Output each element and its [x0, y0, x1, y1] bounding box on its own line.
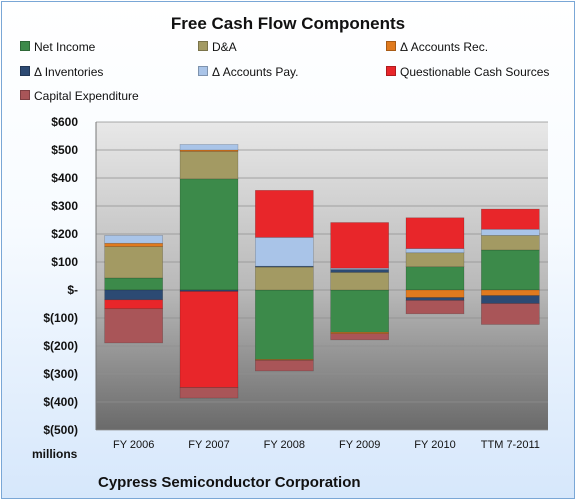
- bar-segment: [104, 235, 163, 244]
- bar-segment: [481, 303, 540, 325]
- bar-segment: [179, 144, 239, 151]
- bar-segment: [104, 308, 163, 344]
- bar-segment: [405, 252, 465, 268]
- bar-segment: [179, 387, 239, 399]
- legend-swatch: [386, 41, 396, 51]
- bar-segment: [255, 237, 314, 267]
- legend-label: Δ Accounts Rec.: [400, 40, 489, 54]
- legend: Net Income D&A Δ Accounts Rec. Δ Inventorie…: [2, 2, 578, 112]
- legend-label: Net Income: [34, 40, 96, 54]
- bar-segment: [405, 217, 465, 249]
- bar-segment: [330, 289, 389, 333]
- bar-segment: [330, 272, 389, 291]
- x-tick-label: FY 2006: [113, 439, 154, 451]
- legend-item: Δ Inventories: [20, 65, 103, 79]
- y-tick-label: $(300): [43, 367, 78, 381]
- x-tick-label: TTM 7-2011: [481, 439, 540, 451]
- bar-segment: [255, 266, 314, 291]
- legend-swatch: [198, 66, 208, 76]
- y-tick-label: $(100): [43, 311, 78, 325]
- legend-label: Δ Accounts Pay.: [212, 65, 299, 79]
- bar-segment: [255, 289, 314, 360]
- y-tick-label: $100: [51, 255, 78, 269]
- bar-segment: [405, 248, 465, 254]
- bar-segment: [330, 222, 389, 269]
- x-tick-label: FY 2007: [188, 439, 229, 451]
- y-tick-label: $-: [67, 283, 78, 297]
- bar-segment: [179, 151, 239, 180]
- legend-item: Questionable Cash Sources: [386, 65, 549, 79]
- y-tick-label: $600: [51, 115, 78, 129]
- y-tick-label: $400: [51, 171, 78, 185]
- bar-segment: [104, 299, 163, 310]
- chart-title: Free Cash Flow Components: [170, 14, 406, 33]
- plot-area: [96, 122, 548, 430]
- legend-item: Net Income: [20, 40, 95, 54]
- bar-segment: [330, 333, 389, 341]
- legend-swatch: [20, 90, 30, 100]
- bar-segment: [405, 289, 465, 298]
- legend-swatch: [198, 41, 208, 51]
- y-tick-label: $(400): [43, 395, 78, 409]
- legend-item: Capital Expenditure: [20, 89, 139, 103]
- legend-swatch: [20, 66, 30, 76]
- bar-segment: [104, 289, 163, 301]
- bar-segment: [104, 246, 163, 279]
- bar-segment: [179, 291, 239, 388]
- legend-label: Δ Inventories: [34, 65, 104, 79]
- bar-segment: [405, 300, 465, 315]
- bar-segment: [330, 269, 389, 273]
- legend-label: D&A: [212, 40, 237, 54]
- bar-segment: [481, 289, 540, 296]
- bar-segment: [104, 277, 163, 291]
- y-tick-label: $500: [51, 143, 78, 157]
- legend-label: Capital Expenditure: [34, 89, 139, 103]
- legend-label: Questionable Cash Sources: [400, 65, 550, 79]
- x-tick-label: FY 2009: [339, 439, 380, 451]
- x-tick-label: FY 2008: [264, 439, 305, 451]
- bar-segment: [255, 359, 314, 372]
- bar-segment: [481, 228, 540, 236]
- units-label: millions: [32, 447, 78, 461]
- bar-segment: [481, 295, 540, 304]
- x-tick-label: FY 2010: [414, 439, 455, 451]
- company-name: Cypress Semiconductor Corporation: [98, 474, 361, 491]
- y-tick-label: $200: [51, 227, 78, 241]
- bar-segment: [104, 242, 163, 247]
- bar-segment: [405, 297, 465, 301]
- bar-segment: [481, 235, 540, 251]
- legend-swatch: [386, 66, 396, 76]
- bar-segment: [255, 190, 314, 238]
- bar-segment: [481, 249, 540, 291]
- legend-item: D&A: [198, 40, 237, 54]
- bar-segment: [405, 266, 465, 291]
- y-tick-label: $(200): [43, 339, 78, 353]
- legend-item: Δ Accounts Rec.: [386, 40, 488, 54]
- y-tick-label: $300: [51, 199, 78, 213]
- bar-segment: [481, 208, 540, 230]
- legend-swatch: [20, 41, 30, 51]
- bar-segment: [179, 178, 239, 291]
- y-tick-label: $(500): [43, 423, 78, 437]
- legend-item: Δ Accounts Pay.: [198, 65, 299, 79]
